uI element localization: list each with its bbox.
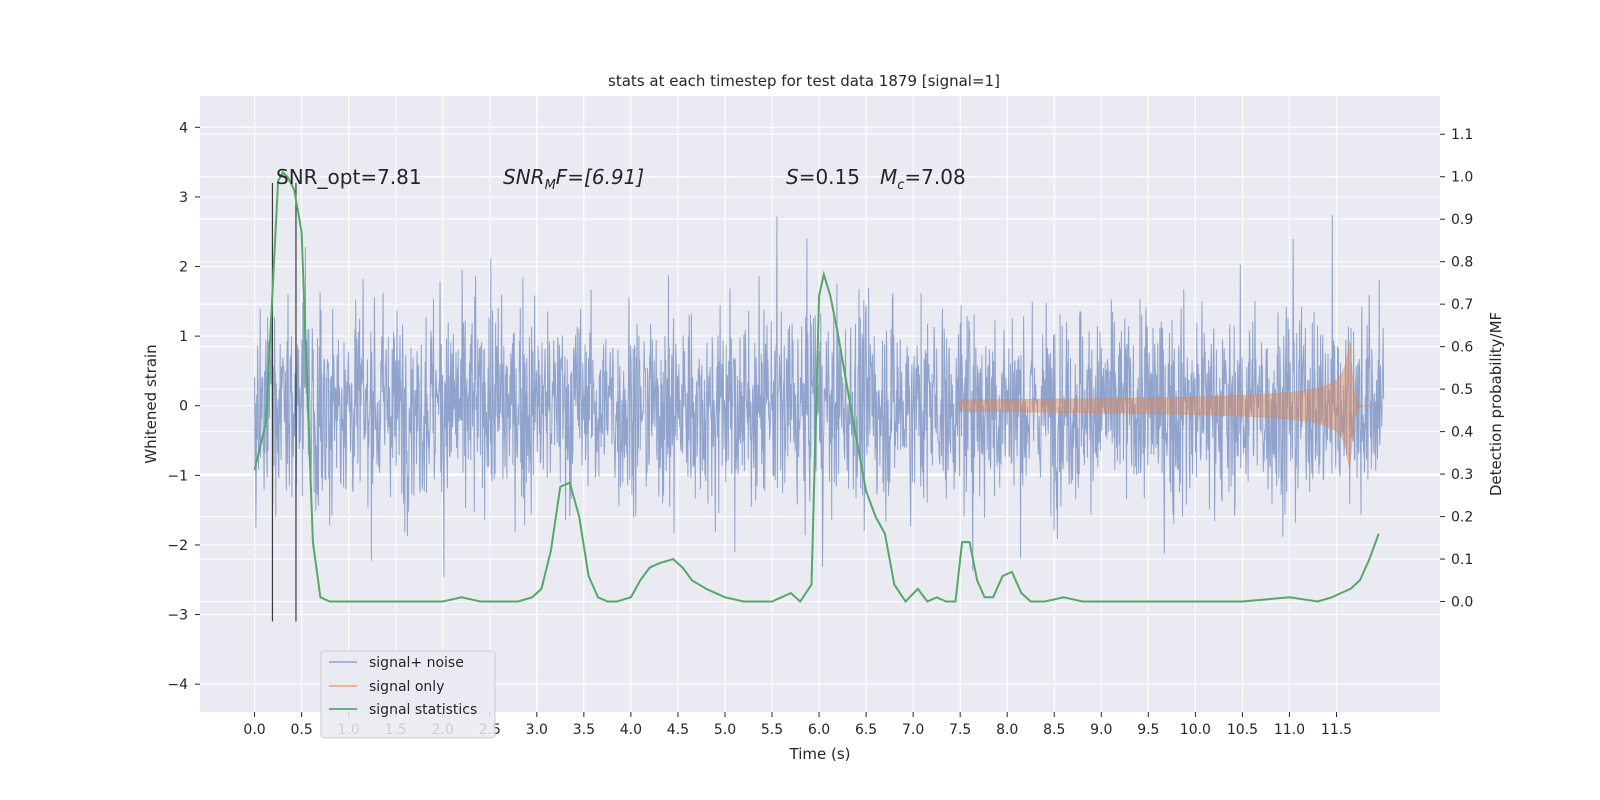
x-tick-label-6: 3.0 (526, 722, 548, 738)
y-right-tick-label-8: 0.8 (1451, 255, 1473, 271)
chart-title: stats at each timestep for test data 187… (608, 72, 1000, 90)
y-left-tick-label-1: −3 (167, 608, 188, 624)
x-tick-label-7: 3.5 (573, 722, 595, 738)
annotation-snr-mf: SNRMF=[6.91] (503, 165, 644, 193)
series-signal-only (254, 341, 1384, 470)
annotation-snr-mf-symbol: SNR (503, 165, 545, 189)
x-tick-label-14: 7.0 (902, 722, 924, 738)
annotation-s-value: =0.15 (799, 165, 860, 189)
y-right-tick-label-2: 0.2 (1451, 510, 1473, 526)
annotation-snr-opt: SNR_opt=7.81 (276, 165, 422, 189)
y-left-tick-label-7: 3 (179, 190, 188, 206)
legend-label-stats: signal statistics (369, 702, 477, 718)
x-tick-label-18: 9.0 (1090, 722, 1112, 738)
y-left-axis-ticks: −4 −3 −2 −1 0 1 2 3 4 (167, 120, 200, 693)
annotation-snr-mf-subscript: M (545, 178, 556, 193)
y-left-tick-label-5: 1 (179, 329, 188, 345)
y-left-axis-label: Whitened strain (142, 344, 160, 463)
series-signal-statistics (253, 170, 1380, 604)
y-left-tick-label-2: −2 (167, 538, 188, 554)
y-right-tick-label-4: 0.4 (1451, 425, 1473, 441)
y-left-tick-label-8: 4 (179, 120, 188, 136)
x-tick-label-22: 11.0 (1274, 722, 1305, 738)
x-tick-label-11: 5.5 (761, 722, 783, 738)
annotation-s: S=0.15 (786, 165, 860, 189)
x-tick-label-19: 9.5 (1137, 722, 1159, 738)
x-tick-label-10: 5.0 (714, 722, 736, 738)
y-right-tick-label-1: 0.1 (1451, 552, 1473, 568)
y-right-tick-label-6: 0.6 (1451, 340, 1473, 356)
annotation-snr-mf-value: F=[6.91] (556, 165, 644, 189)
annotation-mc-symbol: M (880, 165, 897, 189)
y-right-tick-label-11: 1.1 (1451, 127, 1473, 143)
y-right-tick-label-0: 0.0 (1451, 595, 1473, 611)
y-right-axis-ticks: 0.0 0.1 0.2 0.3 0.4 0.5 0.6 0.7 0.8 0.9 1.0 1.1 (1440, 127, 1473, 611)
x-tick-label-0: 0.0 (243, 722, 265, 738)
x-tick-label-16: 8.0 (996, 722, 1018, 738)
y-left-tick-label-4: 0 (179, 399, 188, 415)
x-tick-label-1: 0.5 (290, 722, 312, 738)
x-tick-label-21: 10.5 (1227, 722, 1258, 738)
y-right-tick-label-9: 0.9 (1451, 212, 1473, 228)
legend-box (320, 650, 496, 739)
x-tick-label-15: 7.5 (949, 722, 971, 738)
annotation-s-symbol: S (786, 165, 799, 189)
x-tick-label-8: 4.0 (620, 722, 642, 738)
annotation-mc: Mc=7.08 (880, 165, 966, 193)
y-right-tick-label-10: 1.0 (1451, 170, 1473, 186)
y-right-axis-label: Detection probability/MF (1487, 312, 1505, 496)
x-tick-label-17: 8.5 (1043, 722, 1065, 738)
legend-label-signal: signal only (369, 679, 444, 695)
y-right-tick-label-5: 0.5 (1451, 382, 1473, 398)
x-tick-label-20: 10.0 (1180, 722, 1211, 738)
x-tick-label-13: 6.5 (855, 722, 877, 738)
legend-label-noise: signal+ noise (369, 655, 464, 671)
y-left-tick-label-0: −4 (167, 677, 188, 693)
x-tick-label-23: 11.5 (1321, 722, 1352, 738)
x-tick-label-12: 6.0 (808, 722, 830, 738)
x-axis-label: Time (s) (789, 745, 851, 763)
annotation-mc-subscript: c (897, 178, 904, 193)
series-signal-plus-noise (254, 214, 1385, 578)
y-right-tick-label-3: 0.3 (1451, 467, 1473, 483)
y-left-tick-label-3: −1 (167, 468, 188, 484)
y-left-tick-label-6: 2 (179, 260, 188, 276)
vertical-markers (271, 183, 297, 622)
annotation-mc-value: =7.08 (904, 165, 965, 189)
x-tick-label-9: 4.5 (667, 722, 689, 738)
y-right-tick-label-7: 0.7 (1451, 297, 1473, 313)
legend: signal+ noise signal only signal statist… (320, 650, 496, 739)
